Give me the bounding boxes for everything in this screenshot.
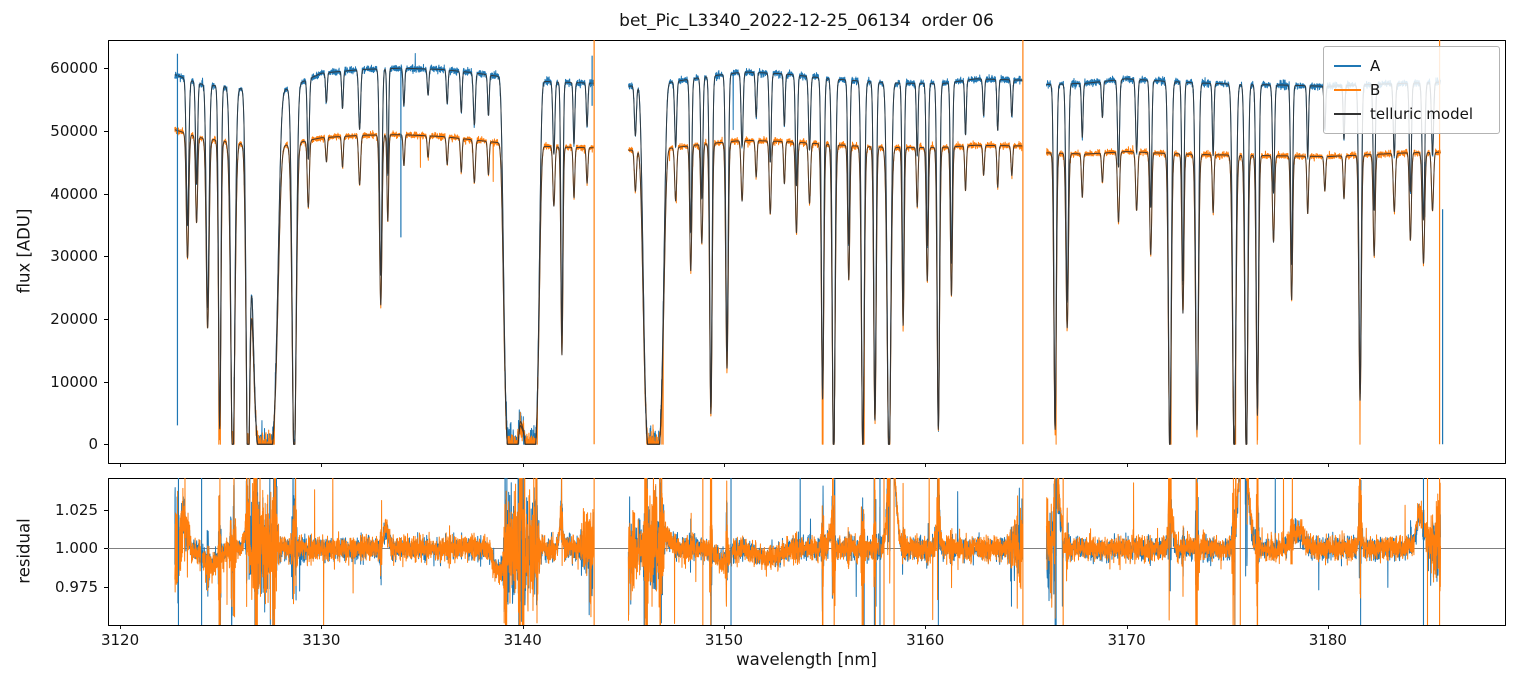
wavelength-axis-label: wavelength [nm] [736,650,877,669]
legend-label: telluric model [1370,105,1474,123]
x-tick-label: 3130 [302,631,341,649]
y-tick-label-flux: 0 [88,435,98,454]
legend-line-sample [1334,113,1361,115]
x-tick-label: 3170 [1107,631,1146,649]
legend-item-A: A [1334,54,1489,78]
y-tick-label-flux: 60000 [50,59,98,78]
x-tick-label: 3140 [503,631,542,649]
x-tick-label: 3180 [1308,631,1347,649]
legend-item-B: B [1334,78,1489,102]
y-tick-label-residual: 0.975 [55,578,98,597]
x-tick-label: 3120 [100,631,140,649]
legend-line-sample [1334,89,1361,91]
y-tick-label-residual: 1.000 [55,539,98,558]
legend-item-telluric-model: telluric model [1334,102,1489,126]
y-tick-label-flux: 20000 [50,309,98,328]
x-tick-label: 3160 [906,631,945,649]
y-tick-label-residual: 1.025 [55,500,98,519]
legend-label: B [1370,81,1381,99]
x-tick-label: 3150 [704,631,744,649]
legend-label: A [1370,57,1381,75]
y-tick-label-flux: 30000 [50,247,98,266]
y-tick-label-flux: 40000 [50,184,98,203]
y-tick-label-flux: 50000 [50,121,98,140]
legend-line-sample [1334,65,1361,67]
figure-title: bet_Pic_L3340_2022-12-25_06134 order 06 [619,11,994,31]
y-tick-label-flux: 10000 [50,372,98,391]
